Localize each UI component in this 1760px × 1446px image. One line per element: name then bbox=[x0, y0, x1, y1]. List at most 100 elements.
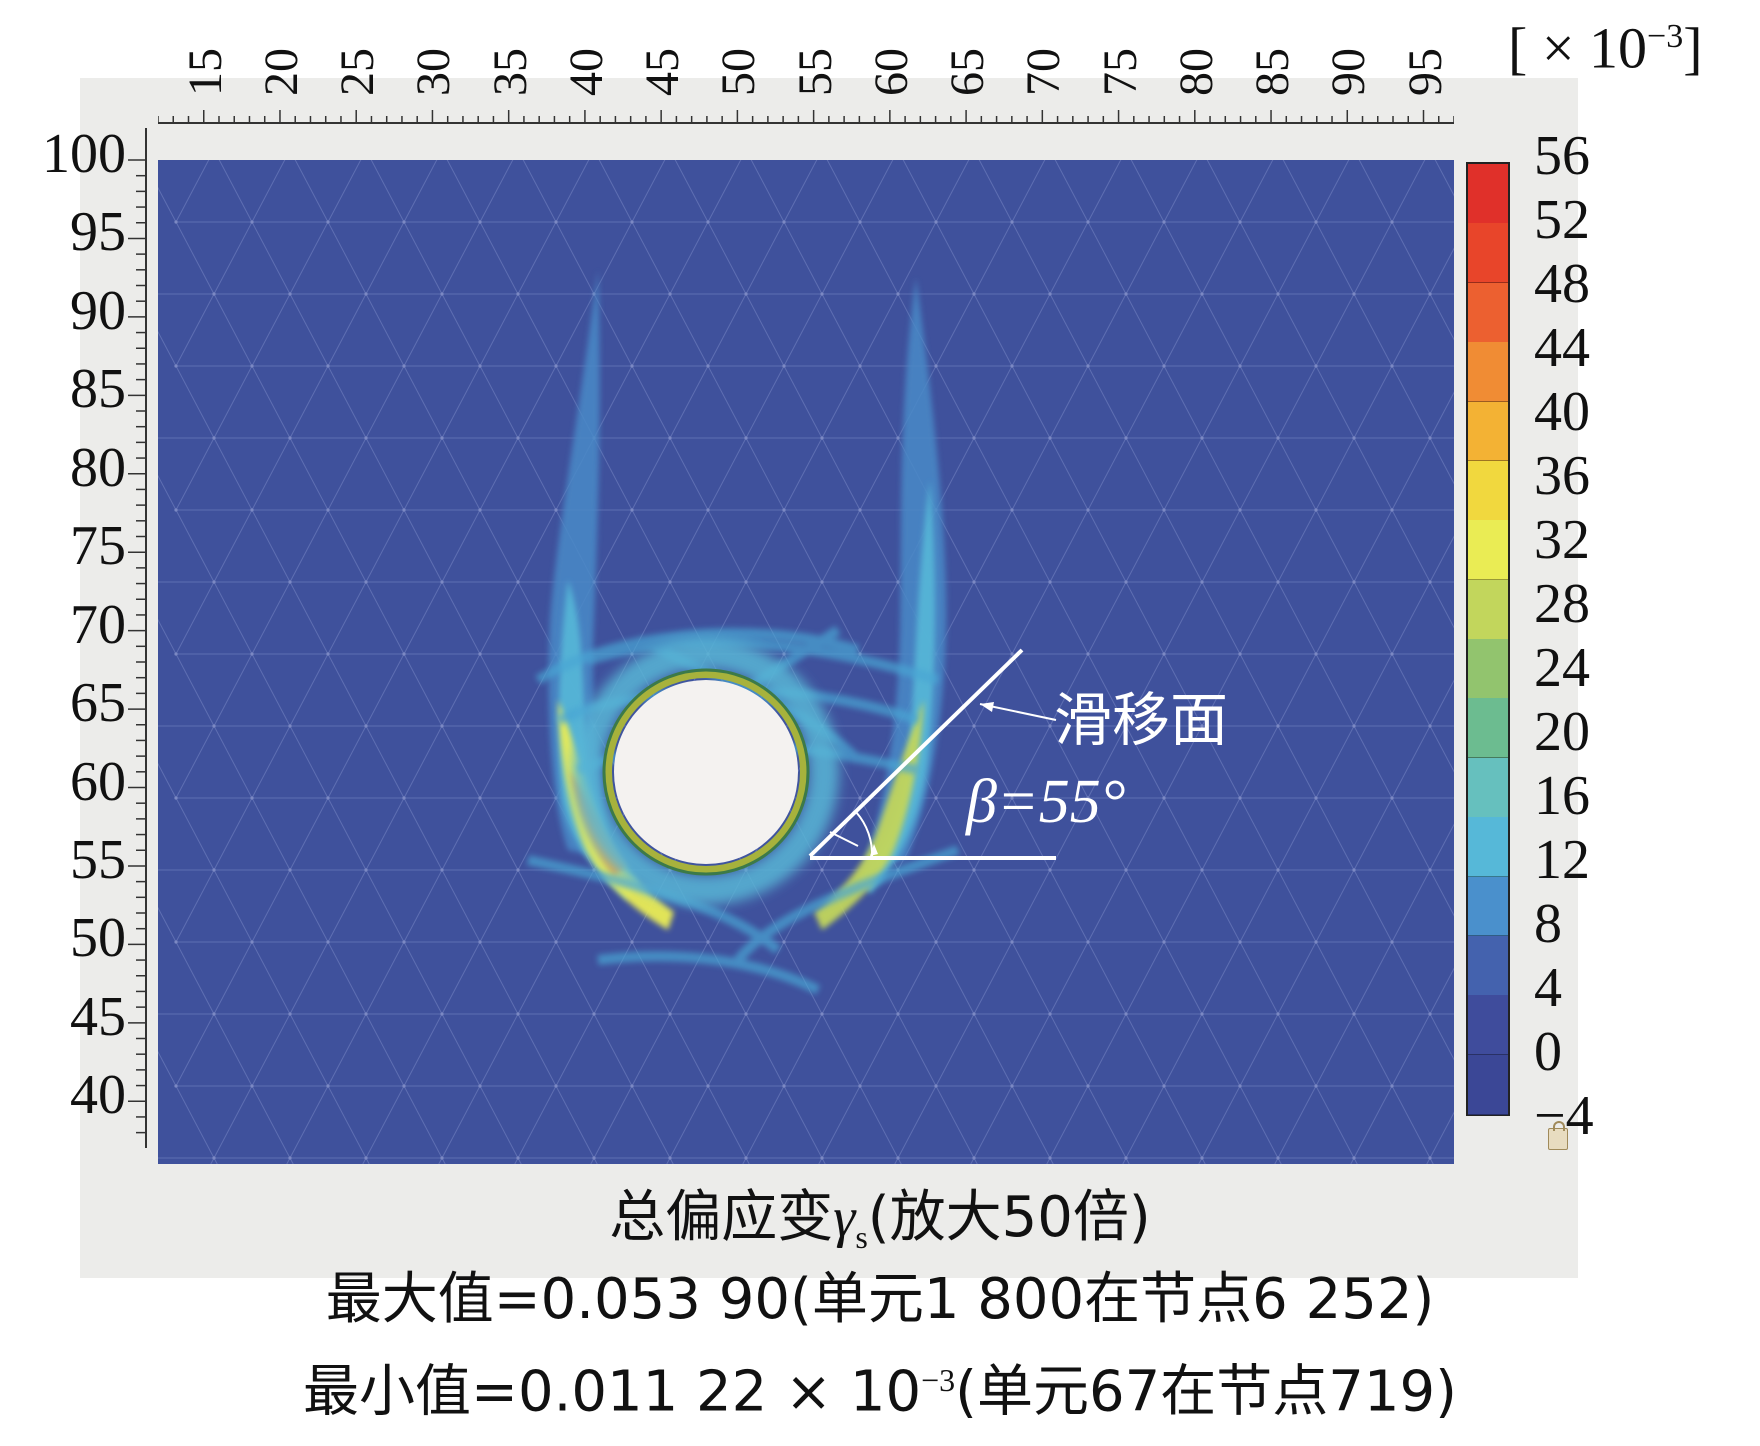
x-tick-label: 45 bbox=[636, 48, 690, 96]
mesh-node bbox=[1238, 796, 1242, 800]
color-scale-segment bbox=[1468, 223, 1508, 284]
mesh-grid bbox=[158, 160, 1454, 1164]
mesh-cell bbox=[1163, 221, 1241, 296]
color-scale-label: 24 bbox=[1534, 637, 1590, 699]
mesh-cell bbox=[745, 437, 823, 512]
mesh-node bbox=[554, 364, 558, 368]
mesh-node bbox=[250, 1084, 254, 1088]
mesh-node bbox=[1390, 796, 1394, 800]
mesh-cell bbox=[289, 293, 367, 368]
mesh-node bbox=[174, 1084, 178, 1088]
mesh-node bbox=[250, 940, 254, 944]
mesh-cell bbox=[1049, 293, 1127, 368]
mesh-cell bbox=[370, 160, 438, 224]
mesh-cell bbox=[1087, 365, 1165, 440]
mesh-cell bbox=[783, 509, 861, 584]
mesh-cell bbox=[218, 160, 286, 224]
mesh-node bbox=[1314, 508, 1318, 512]
mesh-cell bbox=[1315, 1085, 1393, 1160]
mesh-node bbox=[1162, 1084, 1166, 1088]
color-scale-label: 36 bbox=[1534, 445, 1590, 507]
mesh-cell bbox=[289, 437, 367, 512]
mesh-cell bbox=[826, 160, 894, 224]
mesh-node bbox=[516, 724, 520, 728]
mesh-cell bbox=[669, 581, 747, 656]
mesh-cell bbox=[1011, 1085, 1089, 1160]
mesh-cell bbox=[479, 653, 557, 728]
mesh-node bbox=[1314, 940, 1318, 944]
mesh-cell bbox=[973, 293, 1051, 368]
mesh-node bbox=[174, 940, 178, 944]
mesh-cell bbox=[1206, 160, 1274, 224]
y-tick-label: 90 bbox=[70, 279, 126, 342]
mesh-cell bbox=[1239, 797, 1317, 872]
mesh-node bbox=[212, 868, 216, 872]
mesh-cell bbox=[631, 221, 709, 296]
mesh-cell bbox=[1125, 1157, 1203, 1164]
mesh-node bbox=[782, 940, 786, 944]
mesh-node bbox=[364, 436, 368, 440]
mesh-node bbox=[1124, 1012, 1128, 1016]
mesh-node bbox=[1086, 652, 1090, 656]
mesh-cell bbox=[1163, 1085, 1241, 1160]
mesh-cell bbox=[1163, 509, 1241, 584]
mesh-cell bbox=[978, 160, 1046, 224]
mesh-cell bbox=[1011, 365, 1089, 440]
mesh-cell bbox=[446, 160, 514, 224]
mesh-node bbox=[1352, 580, 1356, 584]
mesh-cell bbox=[403, 1085, 481, 1160]
mesh-cell bbox=[707, 509, 785, 584]
mesh-node bbox=[250, 364, 254, 368]
mesh-node bbox=[1010, 364, 1014, 368]
mesh-cell bbox=[593, 581, 671, 656]
mesh-cell bbox=[897, 1013, 975, 1088]
mesh-cell bbox=[1353, 1157, 1431, 1164]
mesh-cell bbox=[1239, 365, 1317, 440]
mesh-node bbox=[1010, 220, 1014, 224]
mesh-cell bbox=[1277, 293, 1355, 368]
mesh-node bbox=[212, 292, 216, 296]
mesh-node bbox=[706, 364, 710, 368]
mesh-node bbox=[402, 508, 406, 512]
mesh-node bbox=[212, 1156, 216, 1160]
mesh-cell bbox=[821, 581, 899, 656]
mesh-cell bbox=[365, 437, 443, 512]
max-value-caption: 最大值=0.053 90(单元1 800在节点6 252) bbox=[325, 1267, 1435, 1332]
color-scale-segment bbox=[1468, 579, 1508, 640]
mesh-node bbox=[364, 292, 368, 296]
mesh-node bbox=[1238, 652, 1242, 656]
mesh-node bbox=[364, 724, 368, 728]
color-scale-label: 8 bbox=[1534, 893, 1562, 955]
mesh-cell bbox=[1391, 365, 1454, 440]
mesh-node bbox=[554, 508, 558, 512]
mesh-node bbox=[250, 508, 254, 512]
mesh-cell bbox=[1125, 437, 1203, 512]
mesh-cell bbox=[1277, 1013, 1355, 1088]
color-scale-label: 44 bbox=[1534, 317, 1590, 379]
mesh-node bbox=[554, 940, 558, 944]
mesh-node bbox=[1162, 508, 1166, 512]
mesh-cell bbox=[1277, 581, 1355, 656]
mesh-cell bbox=[935, 797, 1013, 872]
mesh-cell bbox=[289, 725, 367, 800]
y-tick-label: 70 bbox=[70, 593, 126, 656]
mesh-node bbox=[212, 580, 216, 584]
mesh-cell bbox=[1434, 160, 1454, 197]
mesh-node bbox=[782, 1084, 786, 1088]
mesh-node bbox=[1124, 1156, 1128, 1160]
mesh-node bbox=[1086, 940, 1090, 944]
color-scale-label: 48 bbox=[1534, 253, 1590, 315]
mesh-cell bbox=[1125, 725, 1203, 800]
mesh-node bbox=[478, 508, 482, 512]
mesh-cell bbox=[1239, 221, 1317, 296]
x-tick-label: 35 bbox=[483, 48, 537, 96]
mesh-cell bbox=[1201, 1013, 1279, 1088]
mesh-node bbox=[478, 364, 482, 368]
mesh-cell bbox=[973, 1157, 1051, 1164]
mesh-cell bbox=[365, 1013, 443, 1088]
mesh-cell bbox=[251, 509, 329, 584]
x-tick-label: 30 bbox=[407, 48, 461, 96]
mesh-node bbox=[174, 508, 178, 512]
color-scale-segment bbox=[1468, 698, 1508, 759]
mesh-cell bbox=[745, 293, 823, 368]
